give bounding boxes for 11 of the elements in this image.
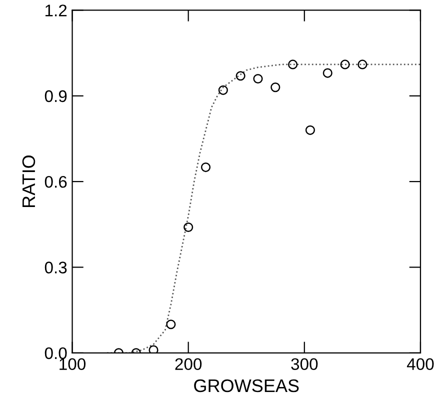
x-tick-label: 100 (60, 358, 86, 370)
x-tick-label: 200 (175, 358, 202, 370)
y-tick-label: 0.0 (44, 347, 67, 360)
y-tick-label: 0.9 (44, 90, 67, 102)
y-axis-title: RATIO (22, 156, 36, 207)
x-axis-title: GROWSEAS (194, 379, 299, 392)
y-tick-label: 0.6 (44, 176, 67, 188)
y-tick-label: 1.2 (46, 4, 67, 16)
x-tick-label: 300 (291, 358, 318, 370)
x-tick-label: 400 (406, 358, 434, 370)
y-tick-label: 0.3 (44, 262, 67, 274)
